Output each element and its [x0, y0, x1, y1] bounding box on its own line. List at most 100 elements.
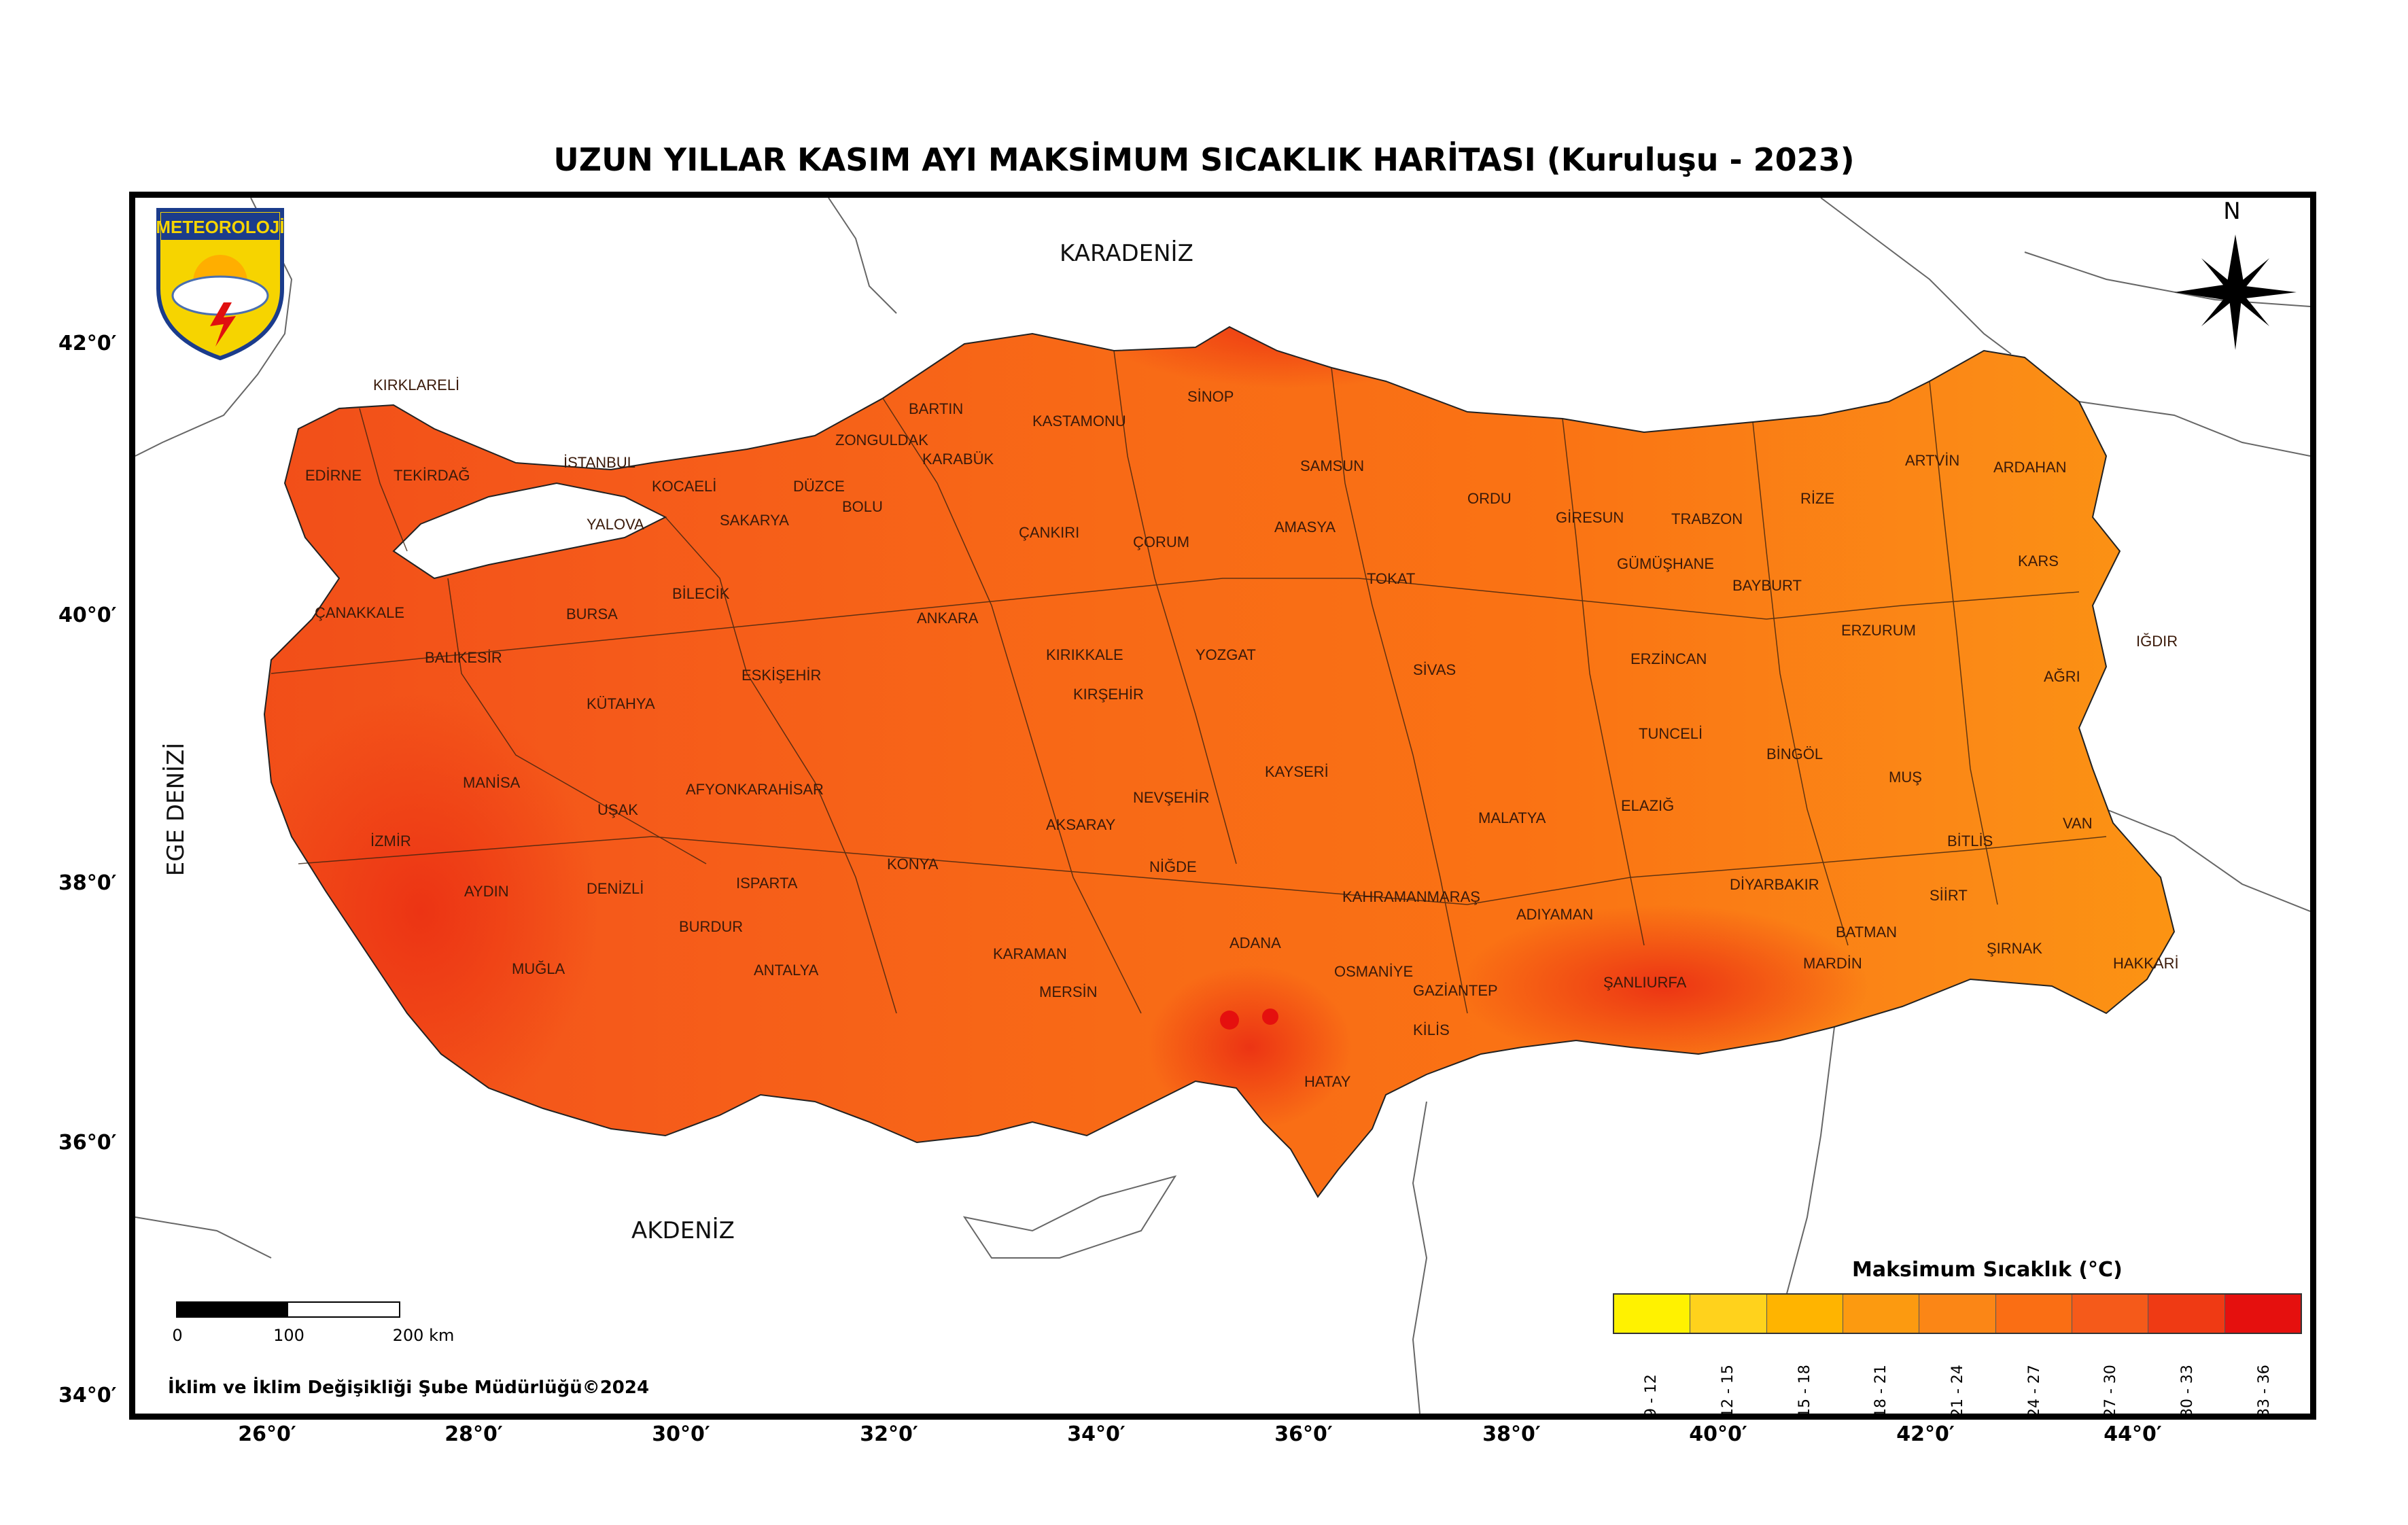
- province-label: KAYSERİ: [1265, 763, 1329, 780]
- lon-label-34: 34°0′: [1067, 1422, 1126, 1446]
- province-label: HATAY: [1304, 1073, 1351, 1090]
- province-label: AFYONKARAHİSAR: [686, 781, 824, 798]
- province-label: DİYARBAKIR: [1730, 876, 1819, 893]
- black-sea-label: KARADENİZ: [1060, 240, 1193, 267]
- legend-class-label: 33 - 36: [2255, 1365, 2273, 1418]
- province-label: ESKİŞEHİR: [741, 667, 821, 684]
- map-frame: KIRKLARELİ EDİRNE TEKİRDAĞ İSTANBUL KOCA…: [129, 192, 2316, 1420]
- province-label: ZONGULDAK: [835, 432, 928, 449]
- province-label: ERZİNCAN: [1630, 650, 1707, 667]
- province-label: MERSİN: [1039, 983, 1098, 1000]
- province-label: AĞRI: [2044, 668, 2080, 685]
- province-label: GAZİANTEP: [1413, 982, 1498, 999]
- province-label: BAYBURT: [1732, 577, 1802, 594]
- province-label: GİRESUN: [1556, 509, 1624, 526]
- north-letter: N: [2223, 198, 2241, 225]
- province-label: BALIKESİR: [425, 649, 502, 666]
- province-label: GÜMÜŞHANE: [1617, 555, 1714, 572]
- province-label: TRABZON: [1671, 510, 1743, 527]
- province-label: DENİZLİ: [587, 880, 644, 897]
- credit-text: İklim ve İklim Değişikliği Şube Müdürlüğ…: [168, 1378, 650, 1398]
- province-label: KOCAELİ: [652, 478, 716, 495]
- province-label: BİNGÖL: [1766, 746, 1823, 762]
- scale-label-100: 100: [273, 1326, 304, 1345]
- province-label: MALATYA: [1478, 809, 1546, 826]
- province-label: MUĞLA: [512, 960, 565, 977]
- legend-class-label: 15 - 18: [1796, 1365, 1813, 1418]
- legend-swatch: [1766, 1295, 1843, 1333]
- legend-class-label: 12 - 15: [1720, 1365, 1737, 1418]
- province-label: OSMANİYE: [1334, 963, 1413, 980]
- province-label: VAN: [2063, 815, 2093, 832]
- legend-class-label: 18 - 21: [1872, 1365, 1890, 1418]
- province-label: KASTAMONU: [1032, 413, 1126, 430]
- province-label: ŞANLIURFA: [1603, 974, 1687, 991]
- legend-swatch: [2148, 1295, 2225, 1333]
- lon-label-40: 40°0′: [1689, 1422, 1747, 1446]
- lon-label-44: 44°0′: [2104, 1422, 2162, 1446]
- province-label: YOZGAT: [1196, 646, 1256, 663]
- province-label: ADIYAMAN: [1516, 906, 1593, 923]
- lat-label-36: 36°0′: [58, 1131, 117, 1155]
- lat-label-38: 38°0′: [58, 871, 117, 895]
- turkey-heatmap: [264, 327, 2174, 1197]
- lon-label-38: 38°0′: [1482, 1422, 1541, 1446]
- lon-label-32: 32°0′: [860, 1422, 918, 1446]
- mediterranean-label: AKDENİZ: [631, 1217, 735, 1244]
- province-label: BURDUR: [679, 918, 743, 935]
- province-label: KÜTAHYA: [587, 695, 655, 712]
- province-label: KARS: [2018, 553, 2059, 569]
- province-label: MUŞ: [1889, 769, 1922, 786]
- province-label: ANKARA: [917, 610, 979, 627]
- map-title: UZUN YILLAR KASIM AYI MAKSİMUM SICAKLIK …: [553, 141, 1855, 178]
- province-label: ŞIRNAK: [1987, 940, 2042, 957]
- legend-title: Maksimum Sıcaklık (°C): [1852, 1258, 2123, 1282]
- province-label: BİTLİS: [1947, 832, 1993, 849]
- province-label: ÇANKIRI: [1019, 524, 1079, 541]
- province-label: BOLU: [842, 498, 883, 515]
- province-label: YALOVA: [587, 516, 644, 533]
- province-label: BİLECİK: [672, 585, 730, 602]
- province-label: SİİRT: [1930, 887, 1968, 904]
- scale-bar: [176, 1301, 400, 1318]
- province-label: MARDİN: [1803, 955, 1862, 972]
- lon-label-36: 36°0′: [1274, 1422, 1333, 1446]
- province-label: TUNCELİ: [1639, 725, 1703, 742]
- legend-class-label: 9 - 12: [1643, 1374, 1660, 1418]
- province-label: ÇORUM: [1133, 533, 1189, 550]
- legend-swatch: [1614, 1295, 1691, 1333]
- province-label: ISPARTA: [736, 875, 798, 892]
- province-label: ERZURUM: [1841, 622, 1916, 639]
- province-label: NEVŞEHİR: [1133, 789, 1209, 806]
- legend-class-label: 24 - 27: [2025, 1365, 2043, 1418]
- province-label: RİZE: [1800, 490, 1834, 507]
- province-label: EDİRNE: [305, 467, 362, 484]
- province-label: ADANA: [1229, 934, 1281, 951]
- province-label: BURSA: [566, 606, 618, 623]
- province-label: KARABÜK: [922, 451, 994, 468]
- province-label: TOKAT: [1367, 570, 1415, 587]
- province-label: ARTVİN: [1905, 452, 1959, 469]
- scale-label-200: 200 km: [392, 1326, 455, 1345]
- province-label: KIRIKKALE: [1046, 646, 1123, 663]
- legend-bar: [1613, 1293, 2302, 1334]
- province-label: KIRKLARELİ: [373, 376, 459, 393]
- lat-label-42: 42°0′: [58, 332, 117, 355]
- svg-text:METEOROLOJİ: METEOROLOJİ: [156, 217, 284, 237]
- province-label: ÇANAKKALE: [315, 604, 404, 621]
- province-label: ELAZIĞ: [1621, 797, 1674, 814]
- province-label: ORDU: [1467, 490, 1512, 507]
- province-labels: KIRKLARELİ EDİRNE TEKİRDAĞ İSTANBUL KOCA…: [305, 376, 2179, 1090]
- province-label: UŞAK: [597, 801, 638, 818]
- province-label: IĞDIR: [2136, 633, 2178, 650]
- legend-class-label: 30 - 33: [2179, 1365, 2196, 1418]
- province-label: AYDIN: [464, 883, 509, 900]
- province-label: ANTALYA: [754, 962, 819, 979]
- province-label: AMASYA: [1274, 519, 1336, 536]
- province-label: KARAMAN: [993, 945, 1067, 962]
- province-label: KAHRAMANMARAŞ: [1342, 888, 1480, 905]
- province-label: NİĞDE: [1149, 858, 1197, 875]
- legend-swatch: [1843, 1295, 1920, 1333]
- province-label: HAKKARİ: [2113, 955, 2179, 972]
- province-label: MANİSA: [463, 774, 521, 791]
